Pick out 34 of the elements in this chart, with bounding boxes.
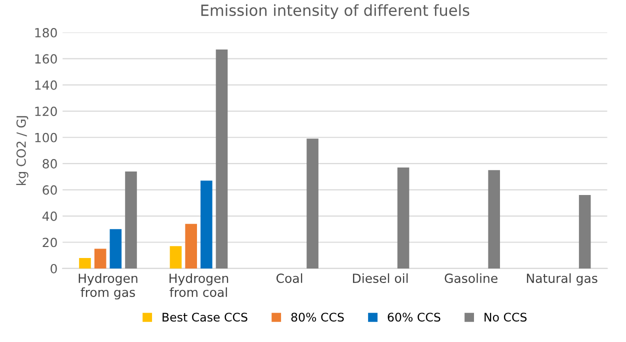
x-tick-label: Hydrogen from coal bbox=[170, 273, 228, 298]
x-tick-label: Coal bbox=[276, 273, 302, 284]
bar bbox=[125, 171, 137, 268]
y-tick-label: 120 bbox=[35, 106, 57, 116]
bar bbox=[200, 180, 212, 268]
y-tick-label: 60 bbox=[42, 185, 57, 195]
bar bbox=[170, 246, 182, 268]
x-tick-label: Diesel oil bbox=[353, 273, 408, 284]
chart-title: Emission intensity of different fuels bbox=[201, 4, 470, 19]
y-tick-label: 140 bbox=[35, 80, 57, 90]
bar bbox=[397, 168, 410, 268]
x-tick-label: Natural gas bbox=[526, 273, 598, 286]
legend-label: 80% CCS bbox=[291, 312, 344, 322]
bar bbox=[185, 224, 197, 268]
bar bbox=[216, 50, 228, 268]
y-tick-label: 160 bbox=[35, 54, 57, 64]
y-tick-label: 0 bbox=[50, 264, 57, 274]
y-tick-label: 20 bbox=[42, 238, 57, 248]
y-tick-label: 180 bbox=[35, 28, 57, 38]
x-tick-label: Hydrogen from gas bbox=[78, 273, 138, 300]
bar bbox=[110, 229, 122, 268]
bar bbox=[79, 258, 91, 268]
legend-label: Best Case CCS bbox=[162, 312, 248, 322]
bar bbox=[578, 195, 591, 268]
x-tick-label: Gasoline bbox=[444, 273, 498, 284]
y-tick-label: 100 bbox=[35, 132, 57, 142]
legend-label: No CCS bbox=[484, 312, 527, 322]
bar bbox=[488, 170, 500, 268]
y-tick-label: 80 bbox=[42, 159, 57, 169]
legend-label: 60% CCS bbox=[388, 312, 440, 322]
y-axis-title: kg CO2 / GJ bbox=[16, 116, 28, 185]
bar bbox=[306, 138, 318, 268]
bar bbox=[94, 248, 106, 268]
y-tick-label: 40 bbox=[42, 212, 57, 221]
